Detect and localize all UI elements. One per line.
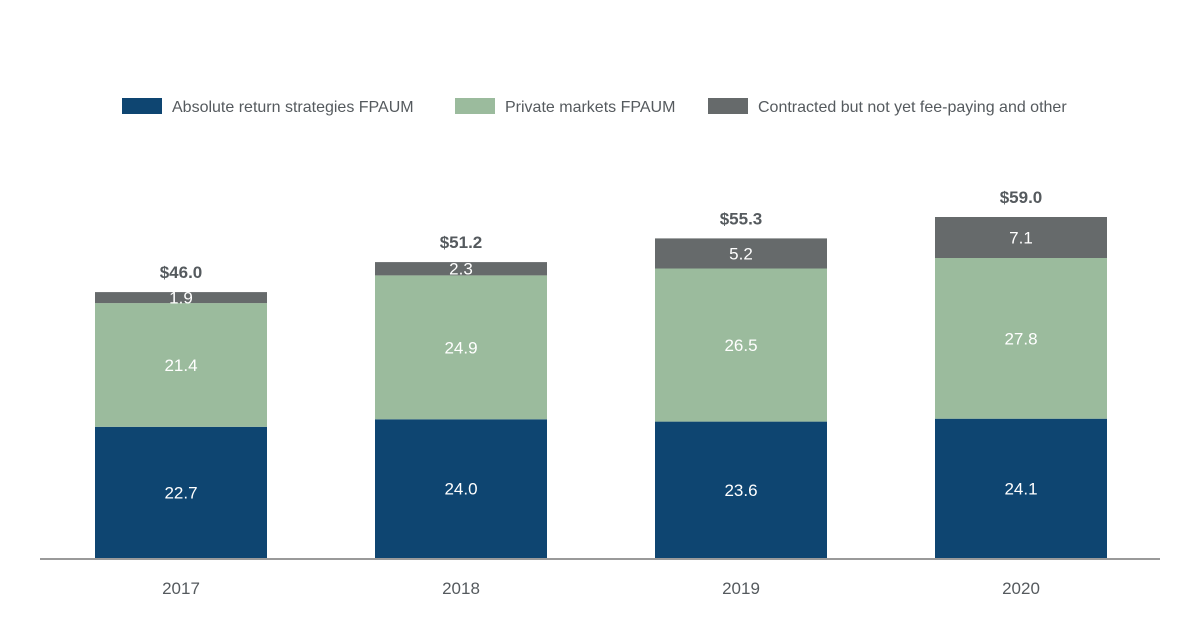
bar-segment-3: [375, 262, 547, 276]
bar-segment-2: [375, 275, 547, 420]
legend-item-2: Private markets FPAUM: [455, 98, 675, 116]
bar-segment-2: [655, 268, 827, 422]
x-tick-label: 2020: [1002, 579, 1040, 598]
legend-swatch: [455, 98, 495, 114]
total-label: $51.2: [440, 233, 483, 252]
data-label: 22.7: [164, 483, 197, 502]
bar-segment-1: [935, 418, 1107, 558]
bar-segment-2: [935, 258, 1107, 419]
legend-label: Absolute return strategies FPAUM: [172, 99, 414, 116]
data-label: 26.5: [724, 336, 757, 355]
plot-area: 22.7 21.4 1.9 $46.0 24.0 24.9 2.3 $51.2 23.6 26.5…: [95, 188, 1107, 558]
total-label: $46.0: [160, 263, 203, 282]
bar-group-2017: 22.7 21.4 1.9 $46.0: [95, 263, 267, 558]
bar-segment-3: [935, 217, 1107, 258]
bar-segment-1: [95, 426, 267, 558]
data-label: 24.0: [444, 480, 477, 499]
data-label: 21.4: [164, 356, 197, 375]
data-label: 2.3: [449, 260, 473, 279]
x-tick-label: 2019: [722, 579, 760, 598]
bar-group-2018: 24.0 24.9 2.3 $51.2: [375, 233, 547, 558]
bar-group-2020: 24.1 27.8 7.1 $59.0: [935, 188, 1107, 558]
bar-segment-1: [655, 421, 827, 558]
data-label: 24.1: [1004, 479, 1037, 498]
legend: Absolute return strategies FPAUM Private …: [122, 98, 1067, 116]
x-tick-label: 2018: [442, 579, 480, 598]
bar-segment-3: [95, 292, 267, 304]
legend-item-3: Contracted but not yet fee-paying and ot…: [708, 98, 1067, 116]
total-label: $59.0: [1000, 188, 1043, 207]
data-label: 27.8: [1004, 329, 1037, 348]
bar-segment-1: [375, 419, 547, 558]
legend-item-1: Absolute return strategies FPAUM: [122, 98, 414, 116]
data-label: 23.6: [724, 481, 757, 500]
bar-segment-3: [655, 238, 827, 269]
legend-swatch: [122, 98, 162, 114]
bar-group-2019: 23.6 26.5 5.2 $55.3: [655, 209, 827, 558]
data-label: 1.9: [169, 289, 193, 308]
x-tick-label: 2017: [162, 579, 200, 598]
data-label: 24.9: [444, 338, 477, 357]
bar-segment-2: [95, 303, 267, 427]
total-label: $55.3: [720, 209, 763, 228]
legend-swatch: [708, 98, 748, 114]
data-label: 7.1: [1009, 229, 1033, 248]
legend-label: Contracted but not yet fee-paying and ot…: [758, 99, 1067, 116]
data-label: 5.2: [729, 244, 753, 263]
legend-label: Private markets FPAUM: [505, 99, 675, 116]
x-axis-ticks: 2017 2018 2019 2020: [162, 579, 1040, 598]
